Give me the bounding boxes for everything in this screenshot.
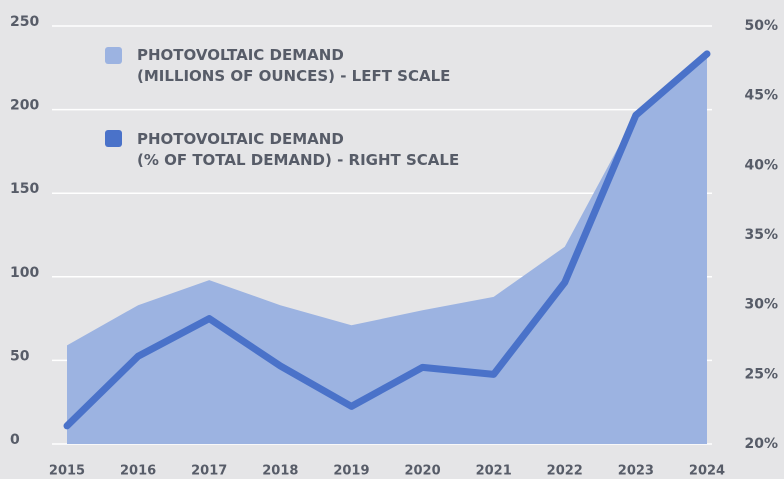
y2-tick-label: 35% — [744, 227, 778, 243]
y-tick-label: 150 — [10, 181, 39, 197]
y2-tick-label: 40% — [744, 157, 778, 173]
x-tick-label: 2024 — [689, 464, 725, 479]
y2-tick-label: 30% — [744, 297, 778, 313]
area — [67, 54, 707, 444]
y2-tick-label: 45% — [744, 88, 778, 104]
x-tick-label: 2023 — [618, 464, 654, 479]
x-tick-label: 2022 — [547, 464, 583, 479]
legend-swatch — [105, 47, 122, 64]
x-tick-label: 2015 — [49, 464, 85, 479]
y-tick-label: 100 — [10, 265, 39, 281]
y2-tick-label: 25% — [744, 366, 778, 382]
y-tick-label: 50 — [10, 348, 30, 364]
legend-label: PHOTOVOLTAIC DEMAND (% OF TOTAL DEMAND) … — [137, 130, 460, 169]
x-tick-label: 2021 — [476, 464, 512, 479]
legend-swatch — [105, 130, 122, 147]
y2-tick-label: 20% — [744, 436, 778, 452]
legend-label: PHOTOVOLTAIC DEMAND (MILLIONS OF OUNCES)… — [137, 46, 451, 85]
y-tick-label: 0 — [10, 432, 20, 448]
y-tick-label: 250 — [10, 14, 39, 30]
y2-tick-label: 50% — [744, 18, 778, 34]
y-tick-label: 200 — [10, 98, 39, 114]
line — [63, 50, 711, 430]
x-tick-label: 2018 — [262, 464, 298, 479]
x-tick-label: 2020 — [404, 464, 440, 479]
x-tick-label: 2016 — [120, 464, 156, 479]
x-tick-label: 2017 — [191, 464, 227, 479]
x-tick-label: 2019 — [333, 464, 369, 479]
